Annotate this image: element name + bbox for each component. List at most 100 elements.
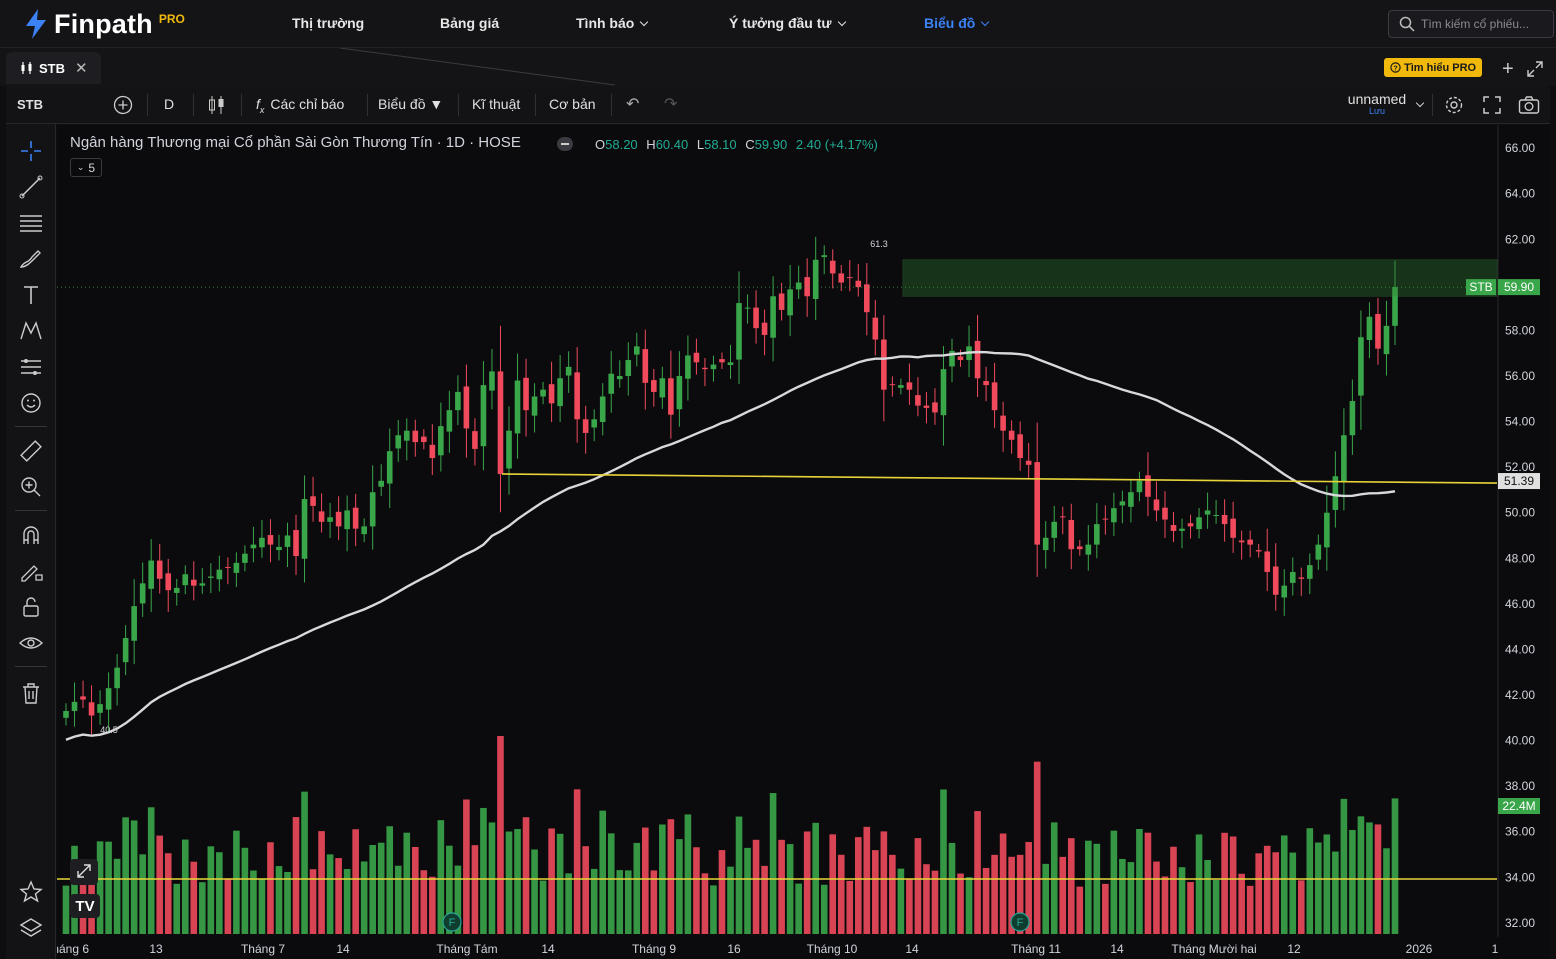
volume-bar	[1187, 882, 1194, 934]
fundamental-button[interactable]: Cơ bản	[549, 96, 596, 112]
nav-market[interactable]: Thị trường	[292, 15, 365, 31]
candle-body	[693, 352, 700, 363]
price-chart[interactable]: 66.00 64.00 62.00 58.00 56.00 54.00 52.00 50.00…	[57, 125, 1550, 959]
fib-retracement-icon[interactable]	[18, 210, 44, 236]
candle-body	[386, 451, 393, 484]
candle-body	[957, 356, 964, 361]
volume-bar	[454, 865, 462, 934]
candle-body	[284, 535, 291, 547]
volume-bar	[1008, 856, 1015, 934]
tradingview-logo[interactable]: TV	[70, 894, 100, 918]
fullscreen-icon[interactable]	[1482, 95, 1502, 115]
zoom-in-icon[interactable]	[18, 474, 44, 500]
chart-area[interactable]: 66.00 64.00 62.00 58.00 56.00 54.00 52.00 50.00…	[57, 125, 1550, 959]
candle-body	[1017, 434, 1023, 459]
magnet-icon[interactable]	[18, 522, 44, 548]
finpath-logo[interactable]: Finpath PRO	[22, 8, 185, 40]
volume-bar	[1212, 879, 1220, 934]
x-tick-label: 12	[1287, 942, 1301, 956]
chevron-down-icon[interactable]	[1415, 98, 1425, 108]
candle-body	[122, 638, 129, 663]
eye-icon[interactable]	[18, 630, 44, 656]
volume-bar	[1323, 834, 1331, 934]
candle-type-icon[interactable]	[207, 94, 227, 116]
candle-body	[318, 511, 325, 522]
volume-bar	[181, 839, 189, 934]
candle-body	[429, 444, 436, 459]
lock-drawing-icon[interactable]	[18, 558, 44, 584]
pro-badge[interactable]: ? Tìm hiểu PRO	[1384, 58, 1483, 77]
caret-down-icon: ▼	[429, 96, 444, 112]
candle-body	[1204, 510, 1211, 515]
candle-body	[1213, 514, 1219, 516]
candle-body	[659, 378, 666, 398]
volume-bar	[505, 831, 513, 934]
volume-bar	[411, 847, 419, 934]
tab-stb[interactable]: STB ✕	[6, 52, 101, 84]
candle-body	[719, 359, 725, 363]
undo-icon[interactable]: ↶	[626, 96, 640, 113]
nav-investment-ideas[interactable]: Ý tưởng đầu tư	[729, 15, 846, 31]
trend-line-icon[interactable]	[18, 174, 44, 200]
layout-selector[interactable]: unnamed Lưu	[1347, 91, 1407, 116]
search-box[interactable]	[1388, 10, 1554, 38]
symbol-selector[interactable]: STB	[17, 97, 43, 112]
close-icon[interactable]: ✕	[75, 60, 88, 77]
candle-body	[531, 396, 538, 416]
technical-button[interactable]: Kĩ thuật	[472, 96, 521, 112]
crosshair-icon[interactable]	[18, 138, 44, 164]
camera-icon[interactable]	[1518, 95, 1540, 115]
layers-icon[interactable]	[18, 915, 44, 941]
forecast-icon[interactable]	[18, 354, 44, 380]
candle-body	[293, 530, 299, 557]
text-icon[interactable]	[18, 282, 44, 308]
go-to-date-icon[interactable]	[70, 859, 98, 885]
interval-selector[interactable]: D	[164, 96, 175, 112]
trash-icon[interactable]	[18, 680, 44, 706]
chevron-down-icon: ⌄	[76, 162, 85, 172]
nav-intelligence[interactable]: Tình báo	[576, 15, 649, 31]
volume-bar	[147, 807, 155, 934]
volume-bar	[309, 869, 317, 934]
candle-body	[344, 510, 350, 530]
compare-add-icon[interactable]	[113, 95, 133, 115]
nav-price-board[interactable]: Bảng giá	[440, 15, 500, 31]
moving-average-line	[65, 350, 1396, 741]
volume-bar	[1246, 885, 1254, 934]
candle-body	[932, 402, 938, 413]
x-tick-label: Tháng 9	[632, 942, 676, 956]
search-input[interactable]	[1421, 17, 1541, 31]
volume-bar	[1349, 830, 1356, 934]
brush-icon[interactable]	[18, 246, 44, 272]
x-tick-label: 2026	[1406, 942, 1433, 956]
add-tab-icon[interactable]: +	[1502, 58, 1514, 80]
volume-bar	[803, 831, 811, 934]
volume-bar	[352, 829, 359, 934]
candle-body	[582, 419, 589, 433]
time-axis-bg	[57, 937, 1550, 959]
collapse-legend-icon[interactable]	[557, 137, 573, 151]
pattern-icon[interactable]	[18, 318, 44, 344]
volume-bar	[377, 842, 385, 934]
emoji-icon[interactable]	[18, 390, 44, 416]
candle-body	[770, 296, 776, 338]
volume-bar	[710, 885, 717, 934]
lock-icon[interactable]	[18, 594, 44, 620]
star-icon[interactable]	[18, 879, 44, 905]
volume-bar	[667, 819, 675, 934]
indicators-button[interactable]: fx Các chỉ báo	[256, 96, 345, 115]
settings-gear-icon[interactable]	[1444, 95, 1464, 115]
volume-bar	[906, 879, 913, 934]
function-icon: fx	[256, 96, 265, 115]
chart-type-button[interactable]: Biểu đồ ▼	[378, 96, 444, 112]
redo-icon[interactable]: ↷	[664, 96, 678, 113]
candle-body	[259, 537, 265, 548]
nav-charts[interactable]: Biểu đồ	[924, 15, 990, 31]
candle-body	[1051, 521, 1058, 538]
volume-bar	[224, 879, 232, 934]
expand-icon[interactable]	[1527, 61, 1543, 77]
ruler-icon[interactable]	[18, 438, 44, 464]
indicator-toggle[interactable]: ⌄ 5	[70, 158, 102, 177]
candle-body	[514, 380, 521, 434]
candle-body	[301, 499, 308, 559]
